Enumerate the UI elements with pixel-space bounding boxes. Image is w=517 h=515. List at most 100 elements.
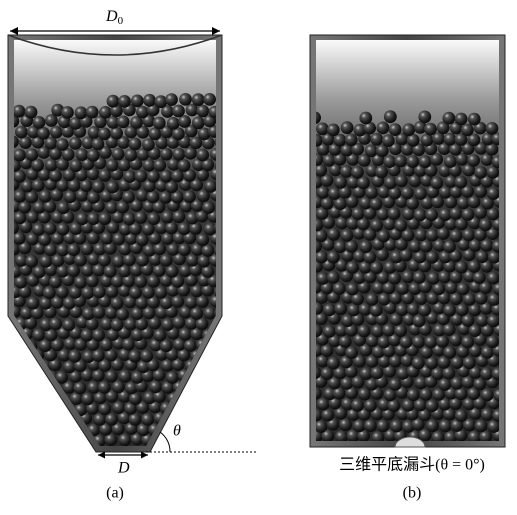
particle xyxy=(173,148,186,161)
particle xyxy=(68,350,81,363)
particle xyxy=(149,380,162,393)
particle xyxy=(160,254,173,267)
particle xyxy=(375,165,388,178)
particle xyxy=(455,176,468,189)
particle xyxy=(134,211,147,224)
particle xyxy=(323,304,336,317)
particle xyxy=(27,297,40,310)
particle xyxy=(409,240,422,253)
particle xyxy=(323,154,336,167)
particle xyxy=(129,286,142,299)
particle xyxy=(414,209,427,222)
particle xyxy=(443,240,456,253)
particle xyxy=(377,122,390,135)
particle xyxy=(147,191,160,204)
particle xyxy=(481,389,494,402)
particle xyxy=(334,240,347,253)
particle xyxy=(13,105,26,118)
particle xyxy=(486,335,499,348)
particle xyxy=(184,339,197,352)
particle xyxy=(116,308,129,321)
particle xyxy=(430,177,443,190)
particle xyxy=(420,240,433,253)
particle xyxy=(192,116,205,129)
particle xyxy=(124,318,137,331)
particle xyxy=(178,159,191,172)
particle xyxy=(443,112,456,125)
particle xyxy=(341,229,354,242)
particle xyxy=(334,176,347,189)
particle xyxy=(390,420,403,433)
particle xyxy=(418,304,431,317)
particle xyxy=(75,106,88,119)
particle xyxy=(487,272,500,285)
particle xyxy=(327,271,340,284)
particle xyxy=(105,370,118,383)
particle xyxy=(340,377,353,390)
particle xyxy=(129,413,142,426)
figure: D0 D θ (a) 三维平底漏斗(θ = 0°) (b) xyxy=(0,0,517,510)
particle xyxy=(166,265,179,278)
particle xyxy=(359,240,372,253)
particle xyxy=(488,420,501,433)
particle xyxy=(167,117,180,130)
particle xyxy=(474,166,487,179)
particle xyxy=(140,350,153,363)
particle xyxy=(340,165,353,178)
particle xyxy=(371,325,384,338)
particle xyxy=(370,133,383,146)
particle xyxy=(99,212,112,225)
particle xyxy=(166,371,179,384)
particle xyxy=(155,286,168,299)
particle xyxy=(32,329,45,342)
particles xyxy=(308,110,506,444)
particle xyxy=(171,295,184,308)
particle xyxy=(426,419,439,432)
particle xyxy=(394,155,407,168)
particle xyxy=(13,149,26,162)
particle xyxy=(178,222,191,235)
particle xyxy=(316,122,329,135)
particle xyxy=(70,159,83,172)
particle xyxy=(457,283,470,296)
particle xyxy=(203,93,216,106)
particle xyxy=(154,329,167,342)
particle xyxy=(153,159,166,172)
particle xyxy=(172,210,185,223)
particle xyxy=(105,201,118,214)
particle xyxy=(473,271,486,284)
particle xyxy=(167,243,180,256)
particle xyxy=(172,105,185,118)
particle xyxy=(327,357,340,370)
particle xyxy=(415,229,428,242)
particle xyxy=(196,295,209,308)
particle xyxy=(123,212,136,225)
particle xyxy=(142,286,155,299)
panel-title: 三维平底漏斗(θ = 0°) xyxy=(339,456,485,474)
particle xyxy=(165,93,178,106)
particle xyxy=(44,222,57,235)
particle xyxy=(487,187,500,200)
particle xyxy=(347,304,360,317)
particle xyxy=(100,232,113,245)
particle xyxy=(40,255,53,268)
particle xyxy=(87,212,100,225)
particle xyxy=(14,276,27,289)
width-label: D0 xyxy=(105,8,124,27)
particle xyxy=(450,207,463,220)
particle xyxy=(141,413,154,426)
particle xyxy=(45,159,58,172)
particle xyxy=(366,293,379,306)
particle xyxy=(50,126,63,139)
particle xyxy=(99,106,112,119)
particle xyxy=(443,304,456,317)
particle xyxy=(479,218,492,231)
particle xyxy=(396,303,409,316)
particle xyxy=(339,418,352,431)
particle xyxy=(468,113,481,126)
outlet-label: D xyxy=(117,460,130,477)
particle xyxy=(192,93,205,106)
particle xyxy=(480,367,493,380)
particle xyxy=(427,272,440,285)
particle xyxy=(364,419,377,432)
